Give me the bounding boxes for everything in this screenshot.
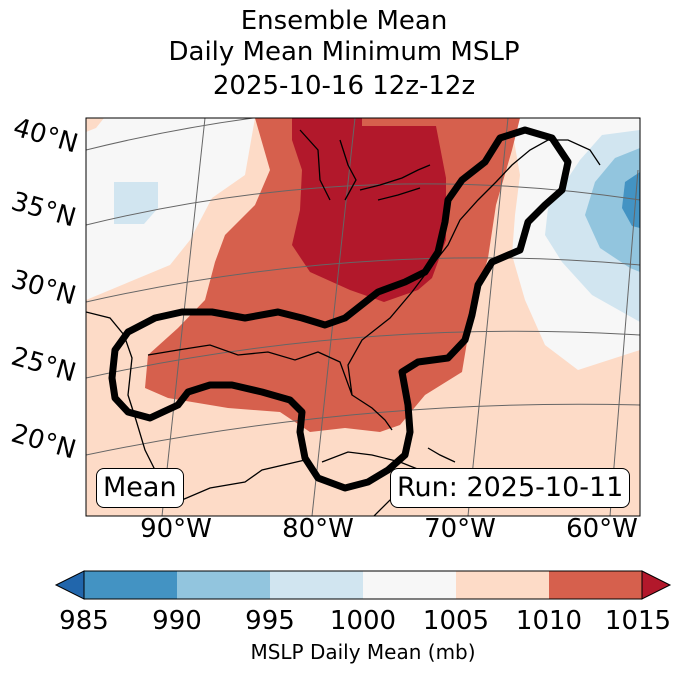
field-1015	[292, 118, 446, 302]
ensemble-outline	[108, 126, 572, 492]
colorbar-seg-1010	[549, 571, 642, 599]
colorbar-tick-985: 985	[59, 606, 109, 636]
colorbar-seg-985	[84, 571, 177, 599]
field-1000-topleft	[86, 118, 104, 132]
colorbar-tick-990: 990	[152, 606, 202, 636]
field-990-east	[585, 148, 640, 272]
colorbar-seg-1005	[456, 571, 549, 599]
colorbar-tick-1000: 1000	[329, 606, 397, 636]
colorbar-seg-990	[177, 571, 270, 599]
colorbar-seg-995	[270, 571, 363, 599]
field-985-east	[622, 172, 640, 228]
colorbar-tick-1005: 1005	[422, 606, 490, 636]
lon-label-90w: 90°W	[140, 514, 212, 544]
lon-label-60w: 60°W	[566, 514, 638, 544]
colorbar-extend-high	[641, 570, 672, 600]
colorbar-tick-995: 995	[245, 606, 295, 636]
map-frame	[85, 117, 641, 517]
colorbar-tick-1010: 1010	[515, 606, 583, 636]
lon-label-80w: 80°W	[282, 514, 354, 544]
colorbar-seg-1000	[363, 571, 456, 599]
title-line-1: Ensemble Mean	[240, 6, 448, 36]
coastlines	[86, 129, 601, 516]
title-line-2: Daily Mean Minimum MSLP	[168, 37, 520, 67]
mean-label-box: Mean	[96, 468, 184, 508]
colorbar-tick-1015: 1015	[604, 606, 672, 636]
title-line-3: 2025-10-16 12z-12z	[212, 71, 476, 101]
colorbar-extend-low	[54, 570, 85, 600]
lon-label-70w: 70°W	[424, 514, 496, 544]
run-date-box: Run: 2025-10-11	[390, 468, 631, 508]
colorbar-label: MSLP Daily Mean (mb)	[250, 640, 476, 664]
field-1000-west	[86, 118, 255, 300]
field-995-west	[114, 182, 158, 224]
